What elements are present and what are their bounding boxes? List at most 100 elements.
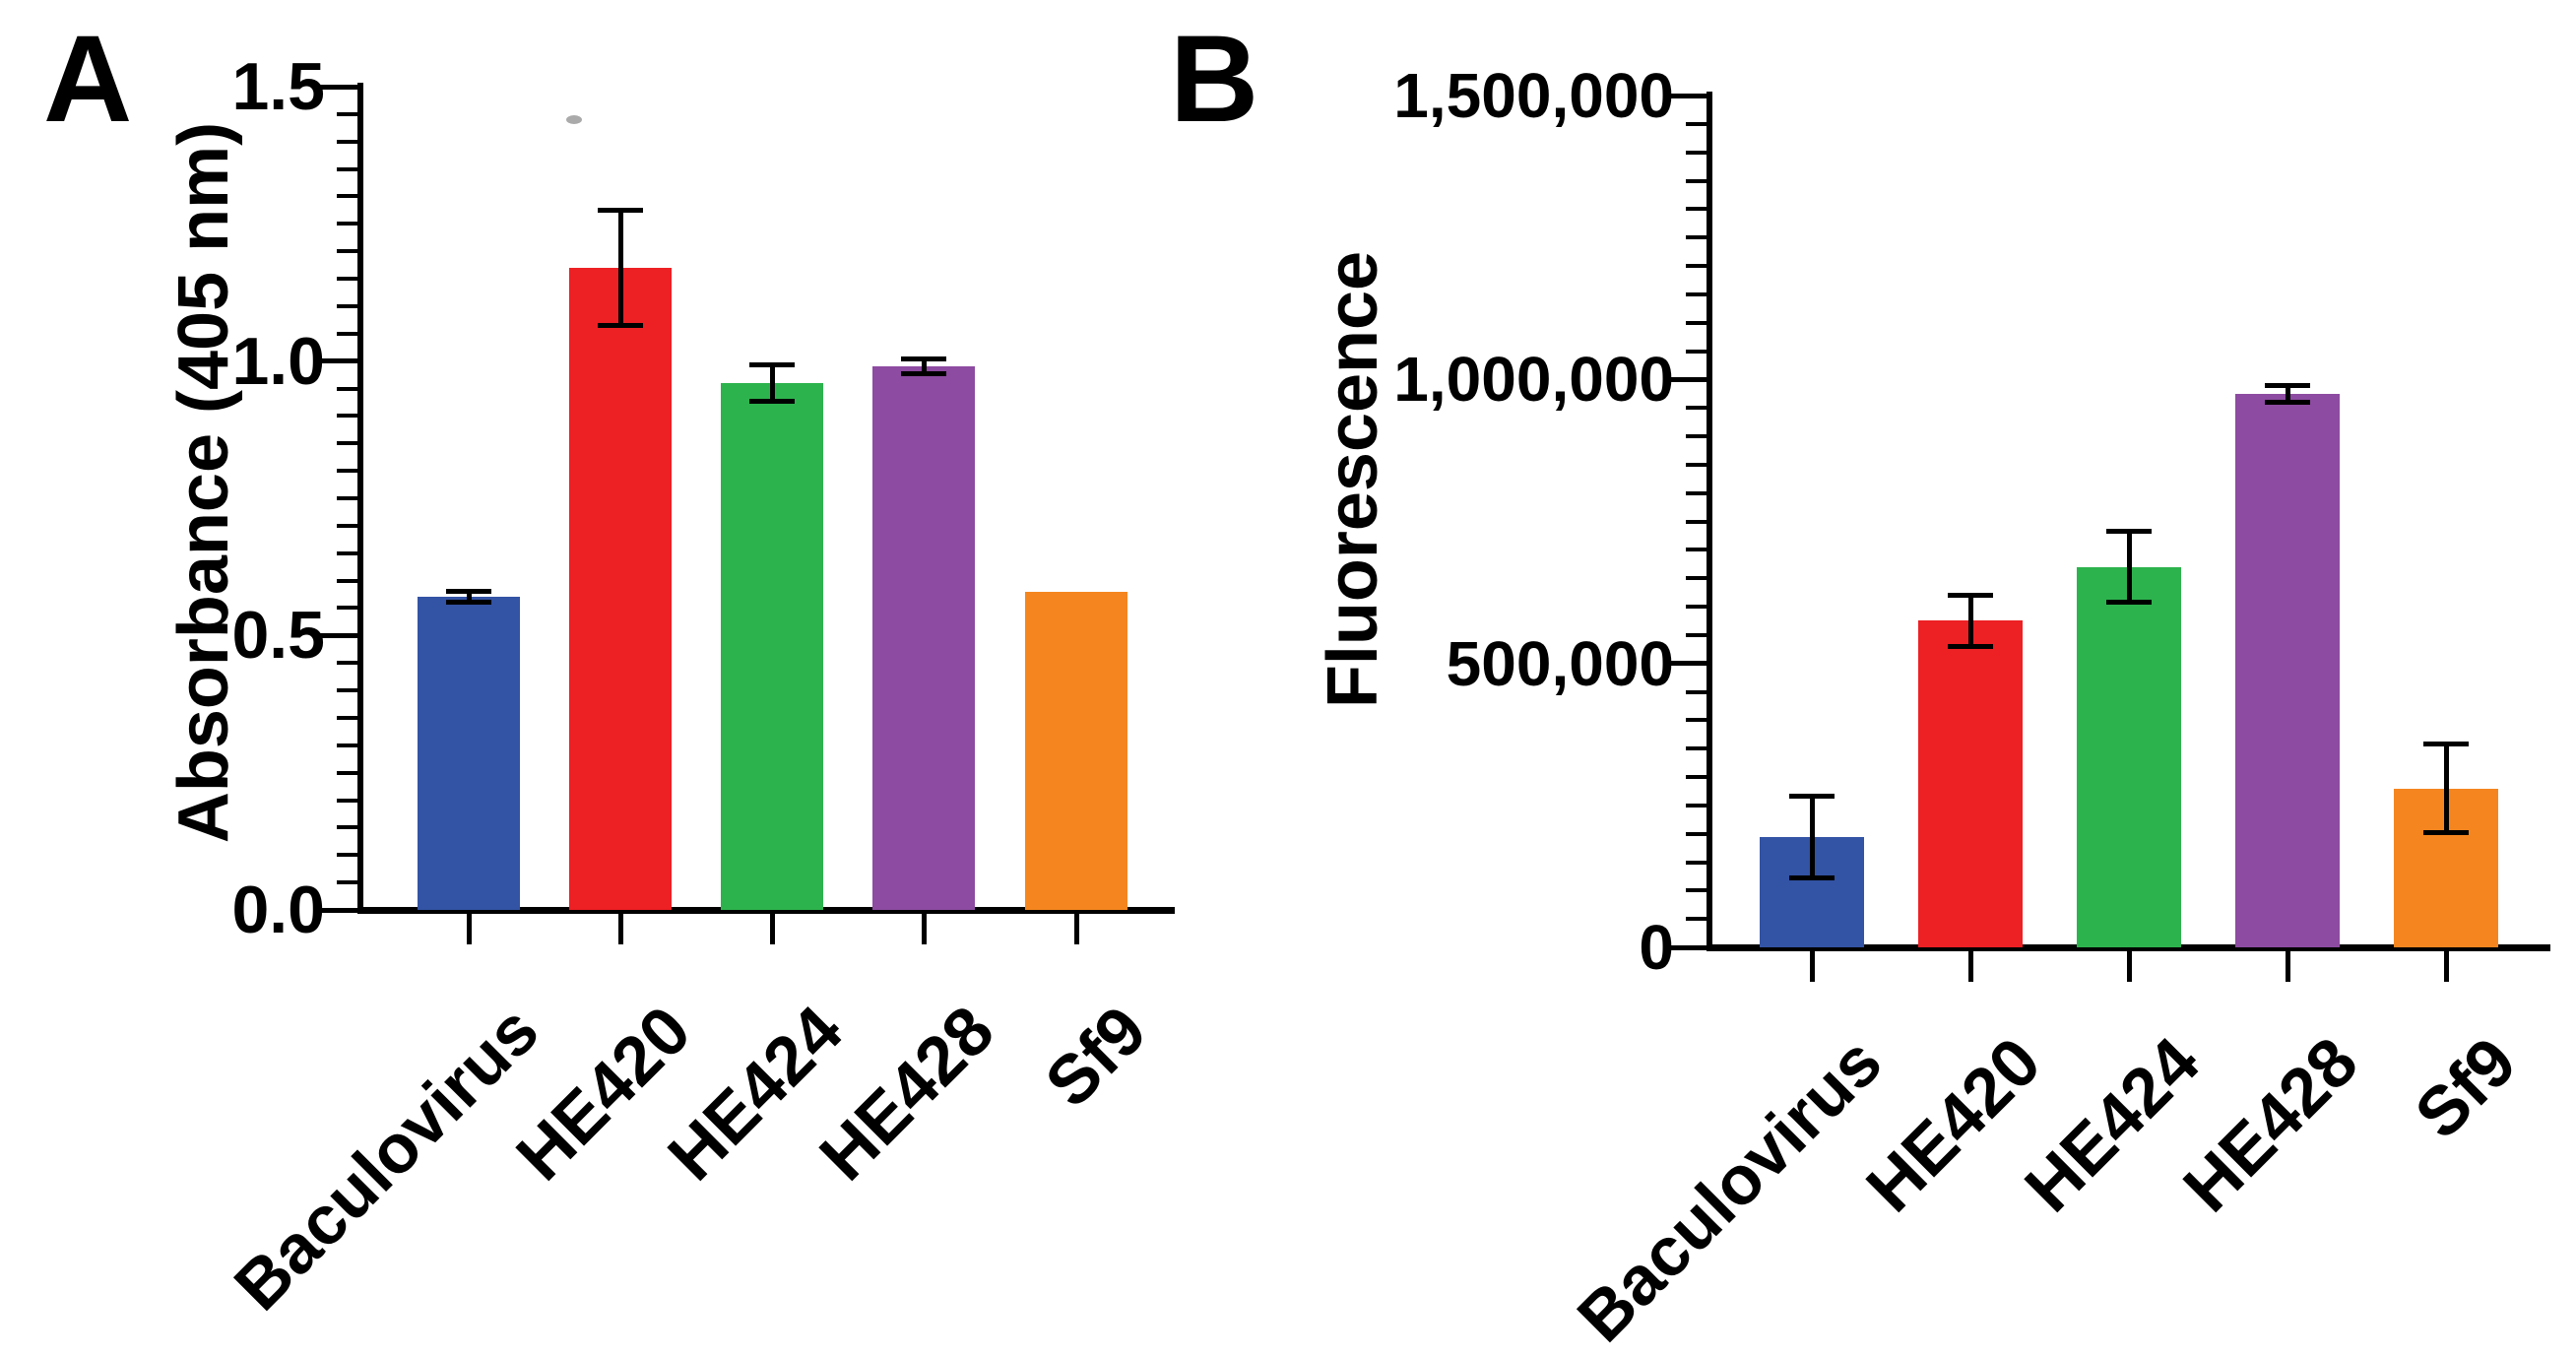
error-bar-line <box>1809 796 1815 878</box>
x-tick-label-he428: HE428 <box>2168 1022 2372 1227</box>
y-minor-tick <box>1686 434 1709 438</box>
y-minor-tick <box>337 578 360 583</box>
error-bar-cap-top <box>2423 742 2469 747</box>
y-minor-tick <box>337 496 360 500</box>
y-minor-tick <box>337 386 360 391</box>
error-bar-line <box>466 591 472 603</box>
bar-baculovirus <box>418 597 520 910</box>
y-minor-tick <box>1686 775 1709 779</box>
y-minor-tick <box>337 166 360 171</box>
y-minor-tick <box>337 550 360 555</box>
y-major-tick <box>1668 661 1709 667</box>
y-minor-tick <box>1686 576 1709 581</box>
x-tick <box>466 913 472 944</box>
y-minor-tick <box>337 743 360 747</box>
y-minor-tick <box>1686 831 1709 836</box>
y-minor-tick <box>1686 264 1709 268</box>
y-minor-tick <box>337 688 360 693</box>
y-major-tick <box>319 84 360 90</box>
y-minor-tick <box>337 414 360 419</box>
bar-he420 <box>1918 620 2023 947</box>
x-tick <box>2285 950 2290 982</box>
y-tick-label: 1,500,000 <box>1393 60 1674 131</box>
x-tick <box>2126 950 2132 982</box>
y-minor-tick <box>1686 632 1709 637</box>
error-bar-line <box>769 364 775 402</box>
x-axis-line <box>1707 944 2550 951</box>
y-minor-tick <box>1686 320 1709 325</box>
y-minor-tick <box>1686 746 1709 751</box>
error-bar-line <box>2126 531 2132 603</box>
error-bar-cap-bottom <box>2265 399 2310 405</box>
y-axis-line <box>357 83 363 913</box>
y-tick-label: 1.0 <box>231 323 325 399</box>
x-tick-label-he420: HE420 <box>1851 1022 2055 1227</box>
y-minor-tick <box>1686 803 1709 808</box>
bar-he424 <box>721 382 823 910</box>
error-bar-cap-bottom <box>2423 830 2469 835</box>
error-bar-cap-top <box>901 356 946 362</box>
x-tick-label-baculovirus: Baculovirus <box>1563 1022 1897 1357</box>
y-tick-label: 0.0 <box>231 872 325 947</box>
y-minor-tick <box>337 139 360 144</box>
error-bar-line <box>2285 385 2290 403</box>
y-minor-tick <box>1686 406 1709 411</box>
y-minor-tick <box>1686 150 1709 155</box>
bar-he428 <box>2235 393 2340 947</box>
y-minor-tick <box>1686 207 1709 212</box>
y-major-tick <box>1668 93 1709 98</box>
y-minor-tick <box>1686 490 1709 495</box>
y-minor-tick <box>1686 888 1709 893</box>
error-bar-line <box>2443 743 2449 833</box>
y-tick-label: 0 <box>1639 912 1674 983</box>
error-bar-line <box>617 210 623 326</box>
bar-sf9 <box>1025 591 1127 910</box>
y-minor-tick <box>1686 349 1709 354</box>
y-major-tick <box>319 632 360 638</box>
y-axis-line <box>1707 92 1712 950</box>
error-bar-cap-top <box>598 207 643 213</box>
error-bar-cap-bottom <box>1789 874 1835 880</box>
y-minor-tick <box>337 715 360 720</box>
y-minor-tick <box>1686 548 1709 552</box>
x-tick <box>2443 950 2449 982</box>
error-bar-cap-bottom <box>598 322 643 328</box>
x-tick <box>1073 913 1079 944</box>
y-minor-tick <box>1686 860 1709 865</box>
y-minor-tick <box>337 853 360 858</box>
x-tick <box>1809 950 1815 982</box>
panel-a-plot: 0.0 0.5 1.0 1.5 Baculovirus HE420 HE424 HE428 Sf… <box>220 49 1175 1325</box>
y-tick-label: 500,000 <box>1446 627 1674 699</box>
y-minor-tick <box>337 222 360 226</box>
error-bar-cap-bottom <box>1948 643 1993 649</box>
stray-dot <box>566 115 582 125</box>
y-minor-tick <box>337 825 360 830</box>
y-minor-tick <box>1686 462 1709 467</box>
error-bar-cap-bottom <box>446 600 491 606</box>
y-major-tick <box>1668 944 1709 950</box>
y-major-tick <box>319 358 360 364</box>
y-minor-tick <box>337 277 360 282</box>
y-minor-tick <box>337 111 360 116</box>
error-bar-cap-top <box>749 361 795 367</box>
y-minor-tick <box>1686 121 1709 126</box>
y-minor-tick <box>1686 689 1709 694</box>
y-minor-tick <box>337 249 360 254</box>
y-minor-tick <box>1686 718 1709 723</box>
error-bar-line <box>921 358 927 374</box>
figure: A B Absorbance (405 nm) Fluorescence 0.0… <box>43 18 2550 1357</box>
y-minor-tick <box>1686 178 1709 183</box>
error-bar-line <box>1967 595 1973 647</box>
y-minor-tick <box>337 303 360 308</box>
x-tick-label-he424: HE424 <box>2010 1022 2214 1227</box>
y-minor-tick <box>337 606 360 611</box>
y-minor-tick <box>1686 291 1709 296</box>
error-bar-cap-bottom <box>2106 599 2152 605</box>
error-bar-cap-top <box>446 589 491 595</box>
x-tick <box>617 913 623 944</box>
y-major-tick <box>319 907 360 913</box>
y-minor-tick <box>1686 605 1709 609</box>
y-tick-label: 1,000,000 <box>1393 344 1674 416</box>
bar-he420 <box>569 267 672 910</box>
x-axis-line <box>357 907 1175 914</box>
